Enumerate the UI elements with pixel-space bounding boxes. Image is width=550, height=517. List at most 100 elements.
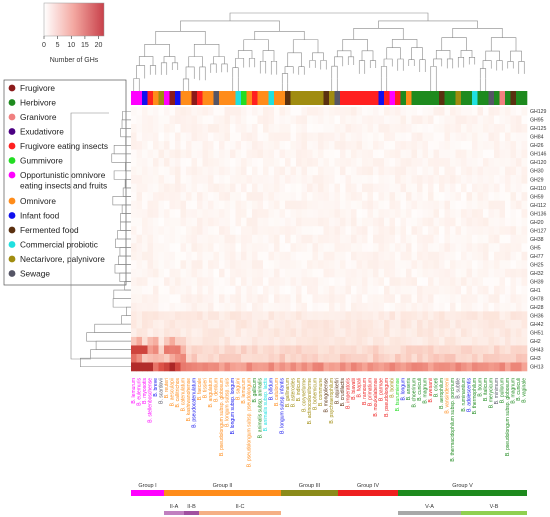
heatmap-cell xyxy=(439,217,445,227)
strain-label: B. saguini xyxy=(236,378,242,400)
heatmap-cell xyxy=(169,115,176,125)
heatmap-cell xyxy=(147,251,154,261)
heatmap-cell xyxy=(417,132,423,142)
heatmap-cell xyxy=(241,345,247,355)
heatmap-cell xyxy=(169,243,176,253)
heatmap-cell xyxy=(378,226,385,236)
heatmap-cell xyxy=(235,226,242,236)
heatmap-cell xyxy=(131,115,137,125)
heatmap-cell xyxy=(147,336,154,346)
heatmap-cell xyxy=(461,192,467,201)
heatmap-cell xyxy=(279,277,286,287)
heatmap-cell xyxy=(483,294,489,304)
heatmap-cell xyxy=(197,268,203,278)
heatmap-cell xyxy=(169,226,176,236)
sample-color-cell xyxy=(340,91,346,105)
heatmap-cell xyxy=(389,209,396,219)
heatmap-cell xyxy=(378,124,385,133)
heatmap-cell xyxy=(307,243,313,253)
gh-family-label: GH84 xyxy=(530,135,544,141)
heatmap-cell xyxy=(439,209,445,219)
heatmap-cell xyxy=(290,107,297,116)
column-dendrogram-branch xyxy=(430,66,437,81)
heatmap-cell xyxy=(246,124,253,133)
group-bars: Group I Group II Group III Group IV Group V xyxy=(131,483,527,496)
heatmap-cell xyxy=(219,166,225,176)
sample-color-cell xyxy=(241,91,247,105)
heatmap-cell xyxy=(334,285,341,295)
heatmap-cell xyxy=(235,285,242,295)
heatmap-cell xyxy=(472,141,478,150)
heatmap-cell xyxy=(345,302,352,312)
legend-label: Sewage xyxy=(20,269,50,279)
sample-color-cell xyxy=(175,91,181,105)
heatmap-cell xyxy=(488,345,495,355)
heatmap-cell xyxy=(505,115,511,125)
heatmap-cell xyxy=(158,234,165,244)
column-dendrogram-branch xyxy=(496,60,503,71)
sample-color-cell xyxy=(395,91,401,105)
heatmap-cell xyxy=(147,149,154,159)
sample-color-cell xyxy=(351,91,357,105)
heatmap-cell xyxy=(340,345,346,355)
colorbar-gradient xyxy=(43,2,105,37)
heatmap-cell xyxy=(235,328,242,338)
heatmap-cell xyxy=(164,285,170,295)
heatmap-cell xyxy=(268,277,275,287)
heatmap-cell xyxy=(384,319,390,329)
heatmap-cell xyxy=(208,192,214,201)
heatmap-cell xyxy=(235,302,242,312)
heatmap-cell xyxy=(406,319,412,329)
heatmap-cell xyxy=(246,149,253,159)
heatmap-cell xyxy=(450,353,456,363)
heatmap-cell xyxy=(505,226,511,236)
heatmap-cell xyxy=(389,107,396,116)
heatmap-cell xyxy=(197,311,203,321)
heatmap-cell xyxy=(158,345,165,355)
heatmap-cell xyxy=(268,200,275,210)
heatmap-cell xyxy=(422,311,429,321)
heatmap-cell xyxy=(406,260,412,270)
heatmap-cell xyxy=(367,328,374,338)
heatmap-cell xyxy=(312,336,319,346)
heatmap-cell xyxy=(433,319,440,329)
column-dendrogram-branch xyxy=(188,56,203,67)
heatmap-cell xyxy=(164,183,170,193)
heatmap-cell xyxy=(477,353,484,363)
heatmap-cell xyxy=(472,234,478,244)
heatmap-cell xyxy=(362,141,368,150)
strain-label: B. hapali xyxy=(357,378,363,397)
heatmap-cell xyxy=(389,336,396,346)
heatmap-cell xyxy=(290,217,297,227)
heatmap-cell xyxy=(301,319,308,329)
heatmap-cell xyxy=(439,132,445,142)
heatmap-cell xyxy=(263,260,269,270)
heatmap-cell xyxy=(164,166,170,176)
heatmap-cell xyxy=(477,234,484,244)
heatmap-cell xyxy=(197,277,203,287)
heatmap-cell xyxy=(175,268,181,278)
heatmap-cell xyxy=(290,234,297,244)
heatmap-cell xyxy=(510,260,517,270)
heatmap-cell xyxy=(362,132,368,142)
heatmap-cell xyxy=(521,115,528,125)
heatmap-cell xyxy=(142,294,148,304)
heatmap-cell xyxy=(488,328,495,338)
legend-items: FrugivoreHerbivoreGranivoreExudativoreFr… xyxy=(8,83,108,279)
column-dendrogram-branch xyxy=(383,58,393,67)
heatmap-cell xyxy=(263,285,269,295)
heatmap-cell xyxy=(450,285,456,295)
heatmap-cell xyxy=(521,260,528,270)
heatmap-cell xyxy=(153,311,159,321)
heatmap-cell xyxy=(131,251,137,261)
heatmap-cell xyxy=(142,243,148,253)
heatmap-cell xyxy=(356,302,363,312)
heatmap-cell xyxy=(279,124,286,133)
heatmap-cell xyxy=(334,107,341,116)
sample-color-cell xyxy=(455,91,462,105)
heatmap-cell xyxy=(510,175,517,184)
heatmap-cell xyxy=(373,345,379,355)
heatmap-cell xyxy=(373,166,379,176)
heatmap-cell xyxy=(164,141,170,150)
heatmap-cell xyxy=(488,302,495,312)
